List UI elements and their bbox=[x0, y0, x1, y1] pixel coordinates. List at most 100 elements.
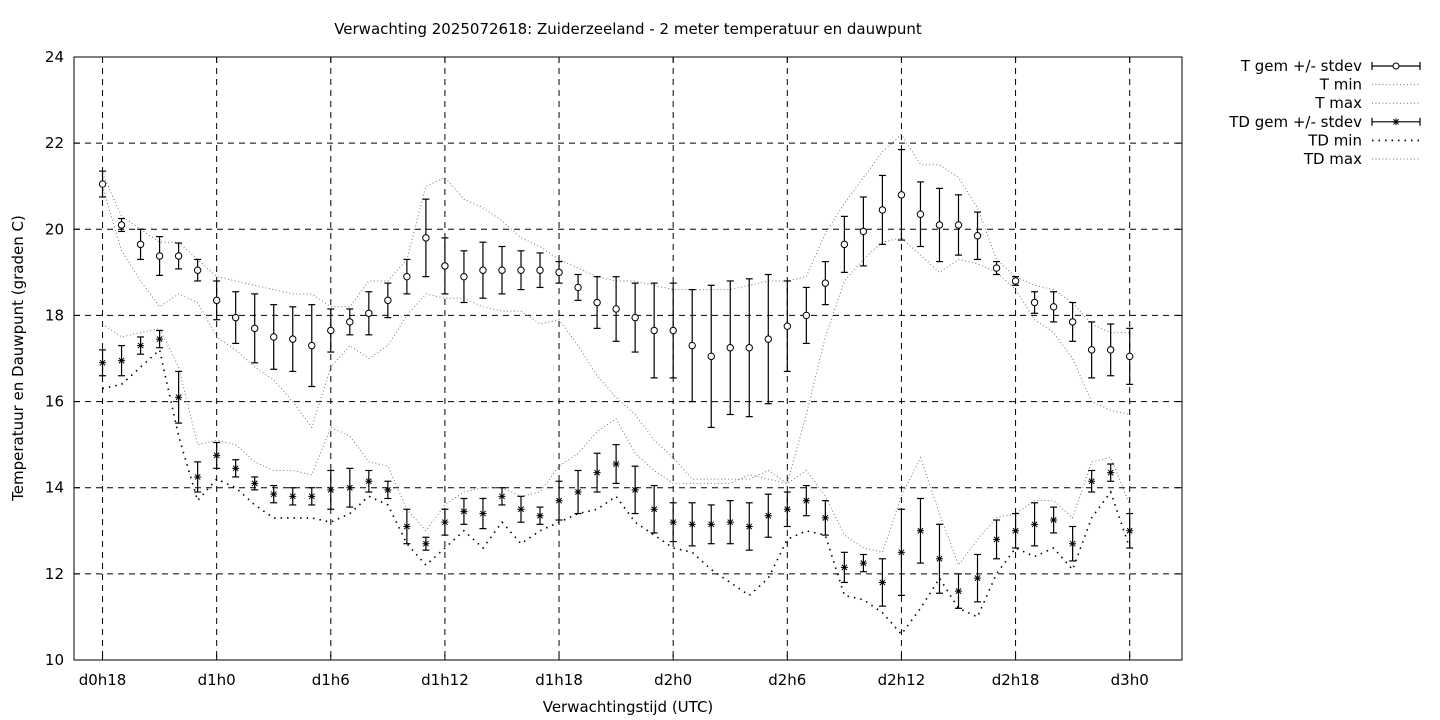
x-tick-label: d1h18 bbox=[535, 671, 583, 689]
x-tick-label: d2h0 bbox=[654, 671, 692, 689]
x-tick-label: d2h6 bbox=[768, 671, 806, 689]
data-point bbox=[346, 318, 354, 326]
data-point bbox=[859, 559, 867, 567]
data-point bbox=[954, 587, 962, 595]
data-point bbox=[840, 240, 849, 249]
legend-label: TD min bbox=[1307, 131, 1362, 149]
data-point bbox=[783, 322, 792, 330]
data-point bbox=[422, 234, 430, 242]
data-point bbox=[441, 518, 449, 526]
data-point bbox=[346, 484, 354, 492]
data-point bbox=[460, 272, 468, 281]
data-point bbox=[441, 262, 449, 270]
data-point bbox=[974, 574, 982, 582]
data-point bbox=[993, 535, 1001, 543]
data-point bbox=[764, 335, 772, 343]
data-point bbox=[251, 479, 259, 487]
data-point bbox=[289, 335, 297, 343]
data-point bbox=[1012, 527, 1020, 535]
plot-frame bbox=[73, 56, 1183, 661]
data-point bbox=[365, 477, 373, 485]
data-point bbox=[745, 344, 753, 352]
data-point bbox=[213, 451, 221, 459]
data-point bbox=[479, 266, 487, 274]
data-point bbox=[384, 296, 392, 305]
data-point bbox=[593, 469, 601, 477]
data-point bbox=[669, 518, 677, 526]
data-point bbox=[365, 309, 373, 317]
data-point bbox=[1106, 346, 1115, 354]
data-point bbox=[1126, 527, 1134, 535]
data-point bbox=[231, 313, 240, 322]
x-tick-label: d1h0 bbox=[198, 671, 236, 689]
data-point bbox=[308, 341, 316, 350]
data-point bbox=[155, 252, 164, 260]
data-point bbox=[327, 486, 335, 494]
x-axis: d0h18 d1h0 d1h6 d1h12 d1h18 d2h0 d2h6 d2h12 d2h1… bbox=[79, 57, 1149, 689]
data-point bbox=[1088, 477, 1096, 485]
data-point bbox=[137, 342, 145, 350]
data-point bbox=[802, 311, 811, 320]
data-point bbox=[1087, 346, 1096, 354]
data-point bbox=[688, 341, 696, 350]
data-point bbox=[707, 520, 715, 528]
data-point bbox=[136, 240, 145, 249]
data-point bbox=[973, 232, 982, 240]
data-point bbox=[783, 505, 791, 513]
data-point bbox=[270, 490, 278, 498]
legend-label: TD gem +/- stdev bbox=[1228, 113, 1362, 131]
data-point bbox=[821, 514, 829, 522]
data-point bbox=[270, 333, 278, 341]
data-point bbox=[669, 326, 677, 335]
data-point bbox=[308, 492, 316, 500]
data-point bbox=[536, 266, 544, 274]
data-point bbox=[99, 359, 107, 367]
grid bbox=[74, 57, 1182, 660]
data-point bbox=[460, 507, 468, 515]
data-point bbox=[593, 298, 601, 307]
y-tick-label: 16 bbox=[45, 393, 64, 411]
data-point bbox=[935, 221, 944, 229]
data-point bbox=[764, 512, 772, 520]
data-point bbox=[631, 486, 639, 494]
data-point bbox=[1011, 277, 1020, 285]
x-tick-label: d1h6 bbox=[312, 671, 350, 689]
data-point bbox=[194, 473, 202, 481]
data-point bbox=[1049, 303, 1058, 311]
data-point bbox=[1030, 298, 1039, 307]
data-point bbox=[954, 221, 963, 229]
data-point bbox=[897, 191, 906, 199]
data-point bbox=[745, 522, 753, 530]
data-point bbox=[517, 266, 525, 274]
series-line-1 bbox=[102, 186, 1130, 485]
legend-marker bbox=[1392, 118, 1400, 126]
data-point bbox=[916, 527, 924, 535]
x-tick-label: d2h12 bbox=[878, 671, 926, 689]
y-tick-label: 20 bbox=[45, 220, 64, 238]
data-point bbox=[612, 460, 620, 468]
data-point bbox=[536, 512, 544, 520]
data-point bbox=[1050, 516, 1058, 524]
data-point bbox=[212, 296, 221, 305]
x-tick-label: d3h0 bbox=[1111, 671, 1149, 689]
data-point bbox=[631, 313, 639, 322]
data-point bbox=[1125, 352, 1134, 361]
data-point bbox=[916, 210, 925, 218]
data-point bbox=[193, 266, 202, 274]
data-point bbox=[1031, 520, 1039, 528]
data-point bbox=[232, 464, 240, 472]
data-point bbox=[574, 488, 582, 496]
data-point bbox=[878, 578, 886, 586]
data-point bbox=[1068, 318, 1077, 326]
legend-label: TD max bbox=[1303, 150, 1362, 168]
data-point bbox=[650, 326, 658, 335]
y-tick-label: 14 bbox=[45, 479, 64, 497]
data-point bbox=[422, 540, 430, 548]
y-axis-label: Temperatuur en Dauwpunt (graden C) bbox=[9, 215, 27, 502]
data-point bbox=[555, 268, 563, 277]
legend-label: T gem +/- stdev bbox=[1240, 57, 1362, 75]
data-point bbox=[384, 486, 392, 494]
data-point bbox=[1069, 540, 1077, 548]
